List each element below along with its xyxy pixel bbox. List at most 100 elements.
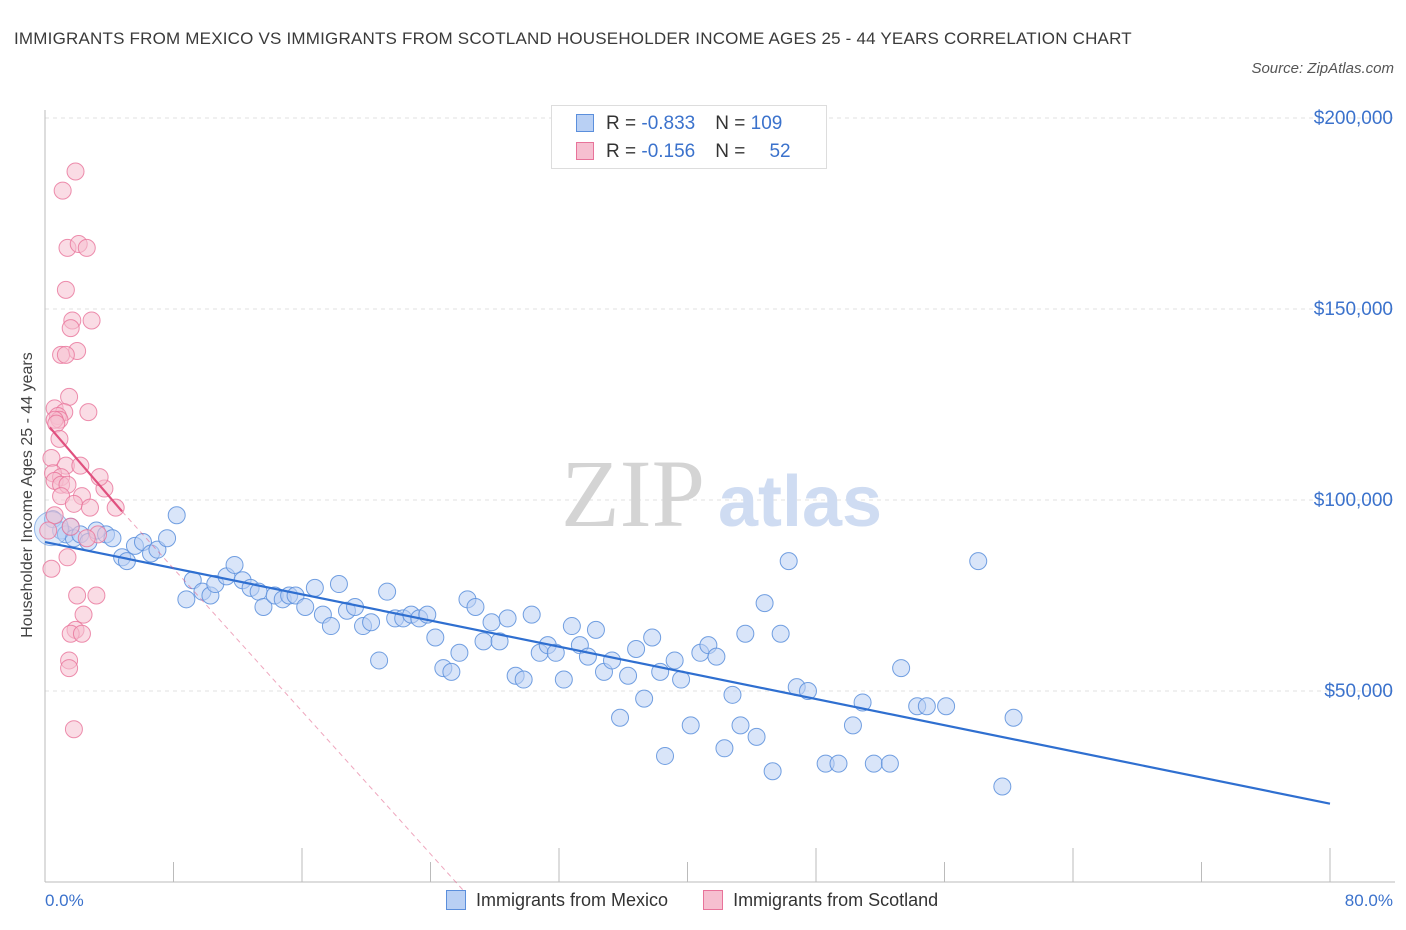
- scotland-point: [72, 624, 91, 643]
- scotland-point: [66, 162, 85, 181]
- x-tick-label-max: 80.0%: [1344, 891, 1393, 910]
- mexico-point: [635, 689, 654, 708]
- scotland-point: [79, 403, 98, 422]
- y-tick-label-0: $50,000: [1324, 681, 1393, 702]
- series-legend-label-mexico: Immigrants from Mexico: [476, 890, 669, 910]
- mexico-point: [554, 670, 573, 689]
- legend-n-value-scotland: 52: [769, 141, 791, 162]
- mexico-point: [177, 590, 196, 609]
- trend-lines: [44, 426, 1331, 890]
- scotland-point: [87, 586, 106, 605]
- mexico-point: [681, 716, 700, 735]
- mexico-point: [426, 628, 445, 647]
- mexico-point: [158, 529, 177, 548]
- scotland-point: [106, 498, 125, 517]
- mexico-point: [643, 628, 662, 647]
- scotland-point: [71, 456, 90, 475]
- series-legend: Immigrants from Mexico Immigrants from S…: [446, 890, 968, 911]
- mexico-point: [466, 597, 485, 616]
- axes: [44, 110, 1395, 883]
- scotland-point: [53, 181, 72, 200]
- mexico-point: [514, 670, 533, 689]
- mexico-point: [362, 613, 381, 632]
- mexico-point: [627, 639, 646, 658]
- mexico-point: [731, 716, 750, 735]
- mexico-point: [937, 697, 956, 716]
- mexico-point: [880, 754, 899, 773]
- mexico-point: [490, 632, 509, 651]
- mexico-point: [715, 739, 734, 758]
- mexico-point: [619, 666, 638, 685]
- scotland-trend-extension: [121, 511, 463, 890]
- mexico-point: [562, 617, 581, 636]
- legend-n-label-mexico: N =: [715, 113, 751, 134]
- scotland-point: [77, 529, 96, 548]
- watermark: ZIP atlas: [561, 440, 882, 547]
- legend-r-label-mexico: R =: [606, 113, 642, 134]
- scotland-point: [82, 311, 101, 330]
- mexico-point: [993, 777, 1012, 796]
- legend-r-value-scotland: -0.156: [641, 141, 696, 162]
- scotland-point: [60, 387, 79, 406]
- mexico-point: [665, 651, 684, 670]
- grid-lines: [45, 117, 1395, 692]
- mexico-point: [370, 651, 389, 670]
- scotland-point: [39, 521, 58, 540]
- mexico-point: [892, 659, 911, 678]
- legend-r-label-scotland: R =: [606, 141, 642, 162]
- series-legend-scotland: Immigrants from Scotland: [703, 890, 938, 911]
- legend-r-value-mexico: -0.833: [641, 113, 696, 134]
- series-legend-swatch-mexico: [446, 890, 466, 910]
- series-legend-label-scotland: Immigrants from Scotland: [733, 890, 939, 910]
- watermark-atlas: atlas: [718, 462, 882, 542]
- scotland-trend-line: [48, 426, 123, 513]
- mexico-point: [917, 697, 936, 716]
- scotland-point: [68, 586, 87, 605]
- legend-n-label-scotland: N =: [715, 141, 751, 162]
- mexico-point: [254, 597, 273, 616]
- scotland-point: [56, 345, 75, 364]
- mexico-point: [864, 754, 883, 773]
- mexico-point: [329, 575, 348, 594]
- correlation-legend: R = -0.833 N = 109 R = -0.156 N = 52: [551, 105, 827, 169]
- scotland-point: [77, 238, 96, 257]
- mexico-point: [522, 605, 541, 624]
- scotland-point: [60, 659, 79, 678]
- mexico-point: [736, 624, 755, 643]
- mexico-point: [167, 506, 186, 525]
- scotland-point: [64, 720, 83, 739]
- scotland-point: [56, 280, 75, 299]
- mexico-point: [969, 552, 988, 571]
- scotland-point: [45, 506, 64, 525]
- mexico-point: [450, 643, 469, 662]
- y-tick-labels: $50,000 $100,000 $150,000 $200,000: [1314, 108, 1393, 702]
- series-mexico-points: [33, 506, 1023, 796]
- scotland-point: [61, 517, 80, 536]
- scotland-point: [58, 548, 77, 567]
- mexico-point: [546, 643, 565, 662]
- mexico-point: [779, 552, 798, 571]
- legend-swatch-mexico: [576, 114, 594, 132]
- mexico-point: [321, 617, 340, 636]
- mexico-trend-line: [44, 540, 1331, 805]
- scotland-point: [61, 319, 80, 338]
- mexico-point: [798, 682, 817, 700]
- mexico-point: [829, 754, 848, 773]
- mexico-point: [442, 662, 461, 681]
- legend-row-scotland: R = -0.156 N = 52: [576, 141, 791, 165]
- scotland-point: [80, 498, 99, 517]
- mexico-point: [586, 620, 605, 639]
- source-label: Source: ZipAtlas.com: [1251, 60, 1394, 77]
- scotland-point: [64, 494, 83, 513]
- mexico-point: [755, 594, 774, 613]
- legend-swatch-scotland: [576, 142, 594, 160]
- scotland-point: [74, 605, 93, 624]
- mexico-point: [843, 716, 862, 735]
- mexico-point: [378, 582, 397, 601]
- mexico-point: [296, 597, 315, 616]
- mexico-point: [771, 624, 790, 643]
- mexico-point: [603, 651, 622, 670]
- mexico-point: [611, 708, 630, 727]
- chart-title: IMMIGRANTS FROM MEXICO VS IMMIGRANTS FRO…: [14, 29, 1132, 48]
